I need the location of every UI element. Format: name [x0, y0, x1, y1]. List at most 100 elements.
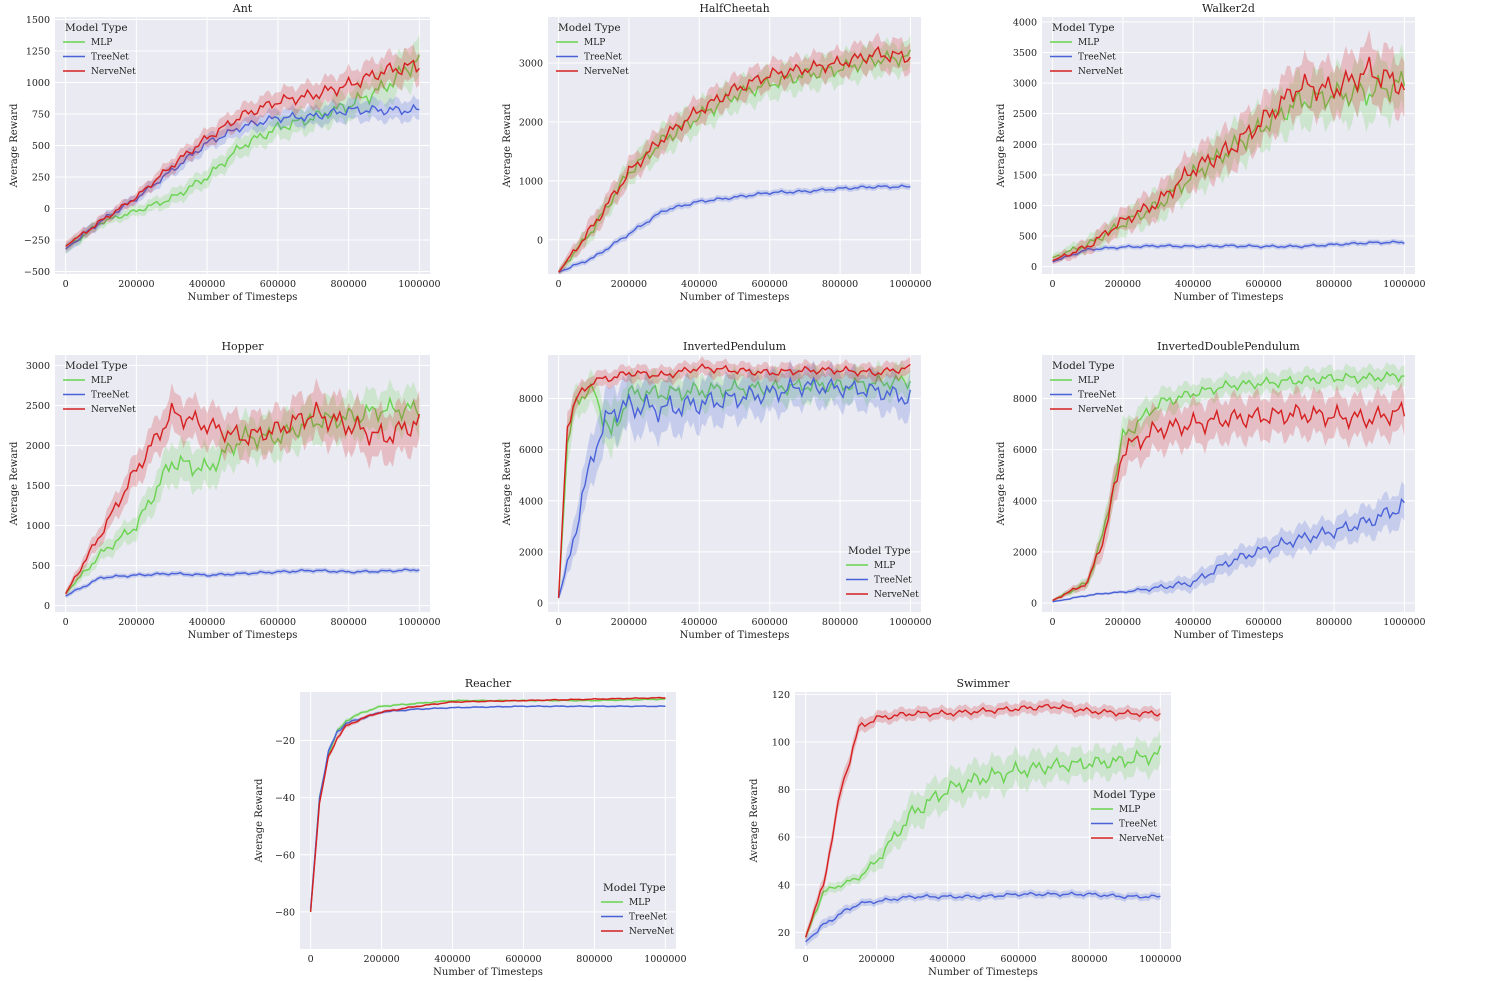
- y-tick-label: 4000: [519, 496, 543, 507]
- legend-label-nervenet: NerveNet: [584, 67, 629, 77]
- x-tick-label: 0: [1050, 279, 1056, 290]
- subplot-ant: 0 200000 400000 600000 800000 1000000 −500 −250…: [9, 2, 441, 303]
- y-tick-label: 2500: [26, 401, 50, 412]
- x-tick-label: 800000: [1316, 279, 1352, 290]
- x-tick-label: 0: [556, 279, 562, 290]
- legend-title: Model Type: [1052, 360, 1115, 372]
- chart-title: InvertedPendulum: [683, 340, 787, 353]
- y-tick-label: 2000: [26, 441, 50, 452]
- legend-title: Model Type: [1052, 22, 1115, 34]
- legend-title: Model Type: [558, 22, 621, 34]
- chart-title: Ant: [232, 2, 253, 15]
- x-tick-label: 400000: [434, 954, 470, 965]
- x-tick-label: 200000: [363, 954, 399, 965]
- x-tick-label: 1000000: [398, 279, 440, 290]
- y-tick-label: 3000: [519, 58, 543, 69]
- legend-label-treenet: TreeNet: [874, 576, 912, 586]
- confidence-band-nervenet: [65, 44, 420, 252]
- x-tick-label: 400000: [929, 954, 965, 965]
- x-tick-label: 1000000: [889, 617, 931, 628]
- series-line-nervenet: [1052, 56, 1406, 262]
- y-tick-label: 1500: [1013, 170, 1037, 181]
- x-tick-label: 600000: [752, 617, 788, 628]
- y-tick-label: 8000: [1013, 394, 1037, 405]
- series-line-mlp: [65, 54, 421, 250]
- x-tick-label: 1000000: [398, 617, 440, 628]
- x-axis-label: Number of Timesteps: [1174, 630, 1284, 641]
- y-tick-label: 500: [32, 141, 50, 152]
- subplot-walker2d: 0 200000 400000 600000 800000 1000000 0 500 1000…: [996, 2, 1426, 303]
- legend: Model Type MLP TreeNet NerveNet: [846, 545, 919, 600]
- legend-label-treenet: TreeNet: [584, 53, 622, 63]
- legend: Model Type MLP TreeNet NerveNet: [1050, 360, 1123, 415]
- x-tick-label: 1000000: [889, 279, 931, 290]
- chart-title: Hopper: [221, 340, 264, 353]
- series-line-nervenet: [1052, 400, 1406, 602]
- legend-label-nervenet: NerveNet: [91, 67, 136, 77]
- confidence-band-nervenet: [558, 32, 911, 274]
- series-group: [65, 35, 421, 254]
- x-tick-label: 800000: [330, 279, 366, 290]
- x-tick-label: 1000000: [1383, 279, 1425, 290]
- legend-label-mlp: MLP: [1078, 38, 1099, 48]
- x-tick-label: 800000: [330, 617, 366, 628]
- confidence-band-mlp: [558, 35, 911, 274]
- y-tick-label: 750: [32, 110, 50, 121]
- series-line-nervenet: [64, 401, 421, 594]
- x-tick-label: 600000: [1246, 617, 1282, 628]
- series-line-nervenet: [309, 696, 666, 912]
- legend: Model Type MLP TreeNet NerveNet: [556, 22, 629, 77]
- legend: Model Type MLP TreeNet NerveNet: [63, 360, 136, 415]
- series-line-nervenet: [557, 363, 911, 598]
- legend-label-treenet: TreeNet: [1119, 820, 1157, 830]
- y-tick-label: 4000: [1013, 17, 1037, 28]
- y-tick-label: 120: [772, 690, 790, 701]
- x-axis-label: Number of Timesteps: [680, 292, 790, 303]
- x-tick-label: 0: [556, 617, 562, 628]
- legend-label-mlp: MLP: [874, 561, 895, 571]
- subplot-hopper: 0 200000 400000 600000 800000 1000000 0 500 1000…: [9, 340, 441, 641]
- x-tick-label: 200000: [858, 954, 894, 965]
- x-tick-label: 400000: [1175, 279, 1211, 290]
- series-line-treenet: [558, 184, 911, 273]
- y-tick-label: 0: [1031, 599, 1037, 610]
- series-group: [804, 698, 1162, 947]
- x-tick-label: 200000: [611, 279, 647, 290]
- y-tick-label: 3500: [1013, 48, 1037, 59]
- confidence-band-nervenet: [558, 356, 911, 601]
- y-tick-label: 2000: [1013, 140, 1037, 151]
- x-tick-label: 600000: [260, 617, 296, 628]
- confidence-band-mlp: [65, 378, 420, 597]
- x-tick-label: 0: [308, 954, 314, 965]
- x-tick-label: 800000: [1316, 617, 1352, 628]
- series-line-mlp: [65, 395, 421, 595]
- chart-title: Reacher: [465, 677, 512, 690]
- x-tick-label: 0: [63, 279, 69, 290]
- plot-area: [548, 355, 921, 612]
- x-axis-label: Number of Timesteps: [188, 630, 298, 641]
- series-line-mlp: [557, 373, 912, 598]
- y-tick-label: 250: [32, 172, 50, 183]
- legend-label-mlp: MLP: [584, 38, 605, 48]
- confidence-band-treenet: [1052, 238, 1405, 264]
- legend-label-nervenet: NerveNet: [874, 590, 919, 600]
- legend-title: Model Type: [1093, 789, 1156, 801]
- chart-title: Swimmer: [956, 677, 1010, 690]
- series-line-treenet: [65, 568, 420, 597]
- confidence-band-mlp: [805, 729, 1161, 942]
- x-tick-label: 600000: [1000, 954, 1036, 965]
- y-tick-label: 40: [778, 880, 790, 891]
- y-tick-label: −80: [275, 907, 295, 918]
- y-tick-label: 8000: [519, 394, 543, 405]
- legend-label-mlp: MLP: [629, 898, 650, 908]
- y-tick-label: 2000: [519, 547, 543, 558]
- series-line-mlp: [1052, 70, 1406, 259]
- y-tick-label: 500: [1019, 232, 1037, 243]
- x-tick-label: 600000: [1246, 279, 1282, 290]
- y-tick-label: 1500: [26, 481, 50, 492]
- y-tick-label: −20: [275, 736, 295, 747]
- confidence-band-nervenet: [1052, 29, 1405, 265]
- x-tick-label: 200000: [611, 617, 647, 628]
